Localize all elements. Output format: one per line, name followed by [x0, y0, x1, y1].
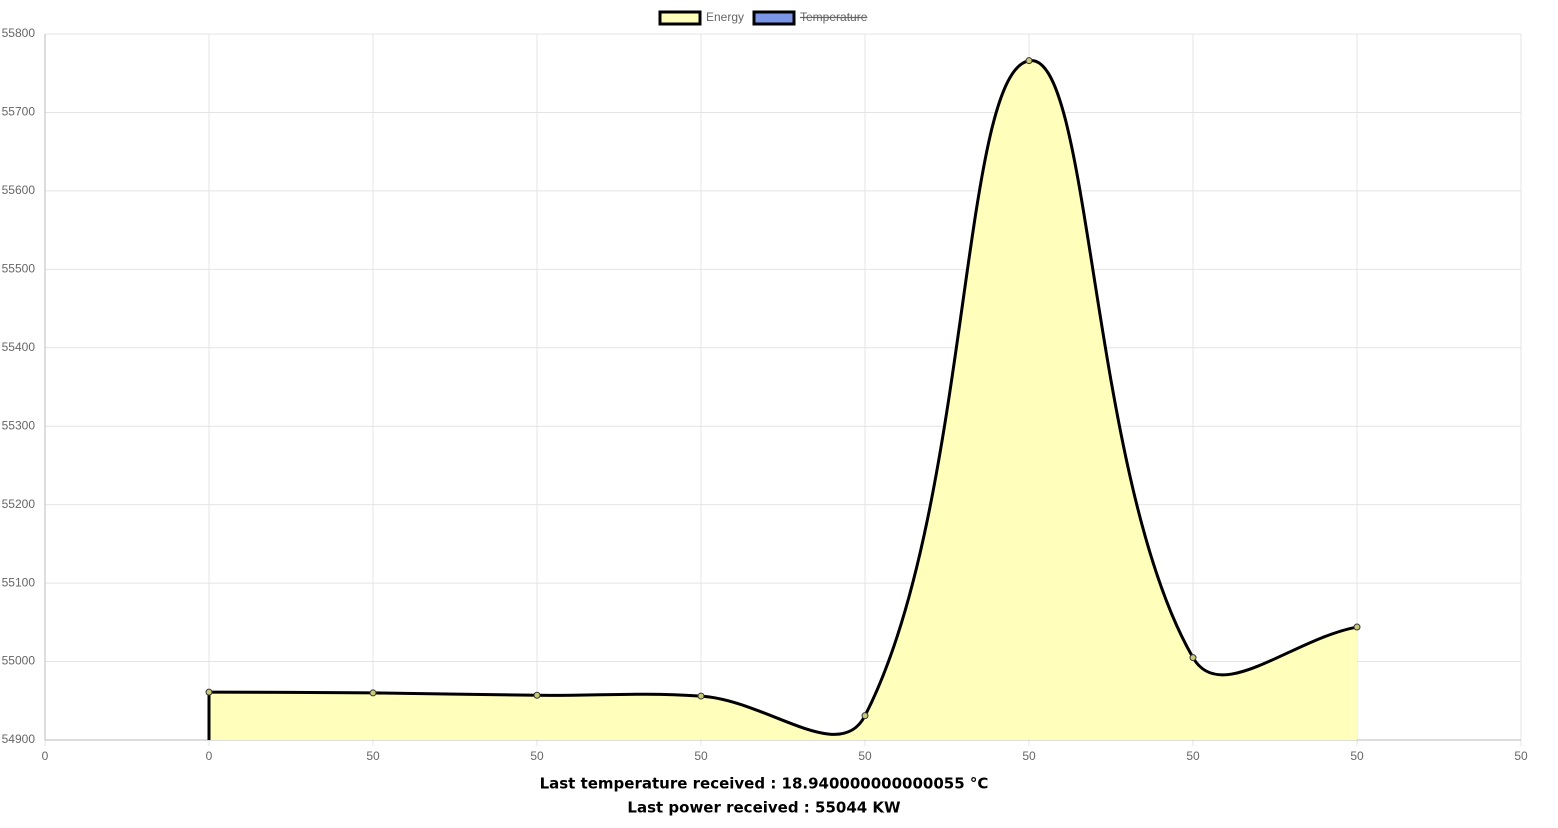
point: [1353, 623, 1361, 631]
point: [1025, 57, 1033, 65]
note: Last temperature received : 18.940000000…: [540, 775, 989, 793]
x-tick-label: 50: [366, 749, 380, 763]
point: [369, 689, 377, 697]
y-tick-label: 55100: [2, 575, 36, 589]
y-tick-label: 55000: [2, 654, 36, 668]
x-tick-label: 50: [1350, 749, 1364, 763]
point: [1189, 654, 1197, 662]
area: [209, 60, 1357, 741]
x-tick-label: 50: [1022, 749, 1036, 763]
point: [205, 688, 213, 696]
point: [697, 692, 705, 700]
x-tick-label: 50: [1186, 749, 1200, 763]
point: [533, 691, 541, 699]
y-tick-label: 55600: [2, 183, 36, 197]
x-tick-label: 50: [694, 749, 708, 763]
legend-swatch: [752, 10, 796, 26]
x-tick-label: 50: [1514, 749, 1528, 763]
y-tick-label: 54900: [2, 732, 36, 746]
y-tick-label: 55700: [2, 105, 36, 119]
line: [208, 59, 1358, 736]
x-tick-label: 0: [42, 749, 49, 763]
x-tick-label: 50: [530, 749, 544, 763]
note: Last power received : 55044 KW: [627, 799, 901, 817]
y-tick-label: 55200: [2, 497, 36, 511]
y-tick-label: 55300: [2, 418, 36, 432]
x-tick-label: 0: [206, 749, 213, 763]
y-tick-label: 55400: [2, 340, 36, 354]
legend-swatch: [658, 10, 702, 26]
y-tick-label: 55500: [2, 262, 36, 276]
y-tick-label: 55800: [2, 26, 36, 40]
x-tick-label: 50: [858, 749, 872, 763]
legend-label: Energy: [706, 10, 744, 24]
legend-label: Temperature: [800, 10, 868, 24]
point: [861, 712, 869, 720]
